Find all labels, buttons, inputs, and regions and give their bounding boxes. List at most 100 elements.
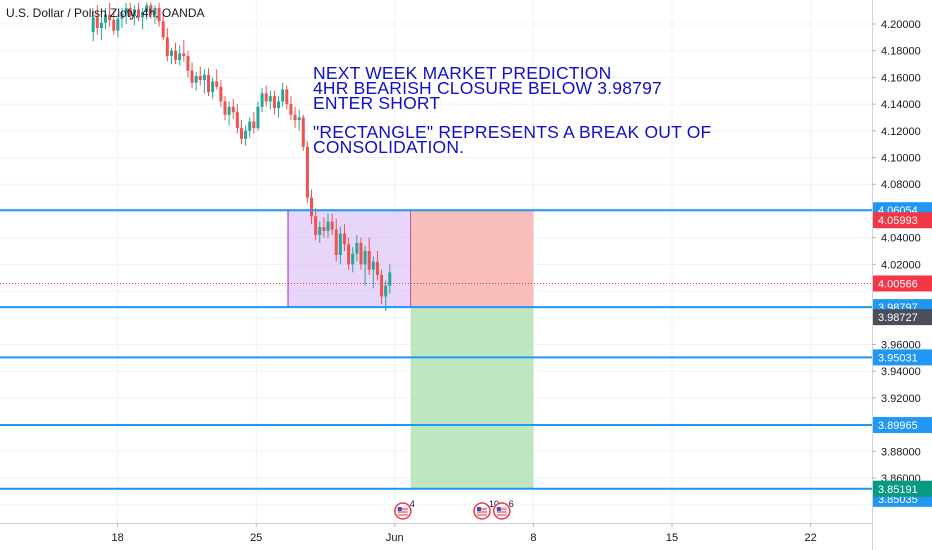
candle-body — [99, 22, 103, 29]
candle-body — [124, 7, 128, 14]
candle-body — [285, 89, 289, 105]
candle-body — [330, 221, 334, 230]
price-tag-label[interactable]: 3.85191 — [878, 484, 918, 496]
candle-body — [211, 81, 215, 93]
candle-body — [215, 81, 219, 87]
candle-body — [264, 93, 268, 102]
price-tag-label[interactable]: 3.95031 — [878, 352, 918, 364]
price-tick-label: 4.20000 — [881, 19, 921, 31]
candle-body — [289, 104, 293, 115]
candle-body — [186, 56, 190, 71]
candle-body — [256, 106, 260, 129]
price-tag-label[interactable]: 4.00566 — [878, 279, 918, 291]
price-tick-label: 4.16000 — [881, 72, 921, 84]
candle-body — [260, 93, 264, 107]
time-tick-label: 15 — [666, 532, 678, 544]
short-stop-zone — [410, 210, 534, 308]
candle-body — [161, 21, 165, 38]
candle-body — [207, 74, 211, 93]
candle-body — [305, 146, 309, 198]
candle-body — [223, 101, 227, 115]
event-count-label: 10 — [489, 499, 499, 509]
price-axis[interactable]: 3.860003.880003.920003.940003.960004.020… — [872, 0, 932, 550]
candle-body — [371, 261, 375, 270]
price-tick-label: 3.96000 — [881, 339, 921, 351]
candle-body — [128, 7, 132, 16]
price-tick-label: 4.18000 — [881, 46, 921, 58]
price-tag-label[interactable]: 3.89965 — [878, 420, 918, 432]
candle-body — [272, 96, 276, 109]
price-tick-label: 4.02000 — [881, 259, 921, 271]
candle-body — [108, 14, 112, 20]
candle-body — [293, 114, 297, 121]
candle-body — [104, 14, 108, 23]
candle-body — [194, 76, 198, 83]
prediction-annotation[interactable]: NEXT WEEK MARKET PREDICTION 4HR BEARISH … — [313, 64, 833, 157]
candlestick-series — [91, 2, 392, 312]
annotation-line: "RECTANGLE" REPRESENTS A BREAK OUT OF — [313, 122, 712, 142]
time-tick-label: Jun — [386, 532, 404, 544]
price-tag-background — [873, 480, 932, 497]
candle-body — [334, 229, 338, 256]
annotation-line: ENTER SHORT — [313, 93, 441, 113]
candle-body — [355, 242, 359, 254]
time-tick-label: 18 — [111, 532, 123, 544]
candle-body — [239, 128, 243, 139]
flag-icon-field — [496, 507, 507, 515]
event-marker[interactable]: 4 — [394, 499, 415, 520]
event-count-label: 4 — [410, 499, 415, 509]
flag-icon-canton — [397, 507, 402, 511]
candle-body — [252, 121, 256, 129]
price-tick-label: 4.14000 — [881, 99, 921, 111]
candle-body — [388, 272, 392, 286]
price-tag-background — [873, 349, 932, 366]
price-tag-label[interactable]: 3.85035 — [878, 494, 918, 506]
candle-body — [178, 53, 182, 61]
price-tick-label: 4.08000 — [881, 179, 921, 191]
candle-body — [219, 86, 223, 102]
price-tick-label: 4.10000 — [881, 153, 921, 165]
candle-body — [153, 7, 157, 15]
annotation-line: 4HR BEARISH CLOSURE BELOW 3.98797 — [313, 78, 662, 98]
annotation-line: CONSOLIDATION. — [313, 137, 465, 157]
candle-body — [198, 76, 202, 81]
candle-body — [281, 89, 285, 102]
candle-body — [174, 50, 178, 61]
flag-icon-field — [397, 507, 408, 515]
event-marker[interactable]: 6 — [493, 499, 514, 520]
candle-body — [301, 117, 305, 147]
symbol-title: U.S. Dollar / Polish Zloty, 4h, OANDA — [6, 6, 205, 20]
price-axis-background — [872, 0, 932, 550]
candle-body — [297, 117, 301, 121]
candle-body — [277, 101, 281, 109]
candle-body — [132, 9, 136, 16]
candle-body — [190, 70, 194, 83]
candle-body — [91, 17, 95, 33]
candle-body — [380, 275, 384, 297]
candle-body — [202, 74, 206, 81]
candle-body — [244, 130, 248, 139]
candle-body — [248, 121, 252, 131]
time-tick-label: 22 — [804, 532, 816, 544]
price-tag-label[interactable]: 3.98727 — [878, 312, 918, 324]
candle-body — [235, 112, 239, 129]
time-tick-label: 8 — [530, 532, 536, 544]
candle-body — [375, 261, 379, 276]
candle-body — [338, 233, 342, 256]
candle-body — [136, 9, 140, 18]
flag-icon-field — [477, 507, 487, 515]
event-marker[interactable]: 10 — [473, 499, 499, 520]
event-markers[interactable]: 4 10 6 — [394, 499, 514, 520]
price-tag-label[interactable]: 4.05993 — [878, 215, 918, 227]
candle-body — [310, 197, 314, 217]
time-axis-background — [0, 523, 872, 550]
price-tick-label: 4.12000 — [881, 126, 921, 138]
short-target-zone — [410, 307, 534, 489]
price-tag-background — [873, 309, 932, 326]
price-tick-label: 3.92000 — [881, 393, 921, 405]
time-axis[interactable]: 18 25 Jun 8 15 22 — [0, 523, 872, 550]
candle-body — [145, 5, 149, 12]
horizontal-levels[interactable] — [0, 209, 872, 490]
candle-body — [326, 221, 330, 231]
